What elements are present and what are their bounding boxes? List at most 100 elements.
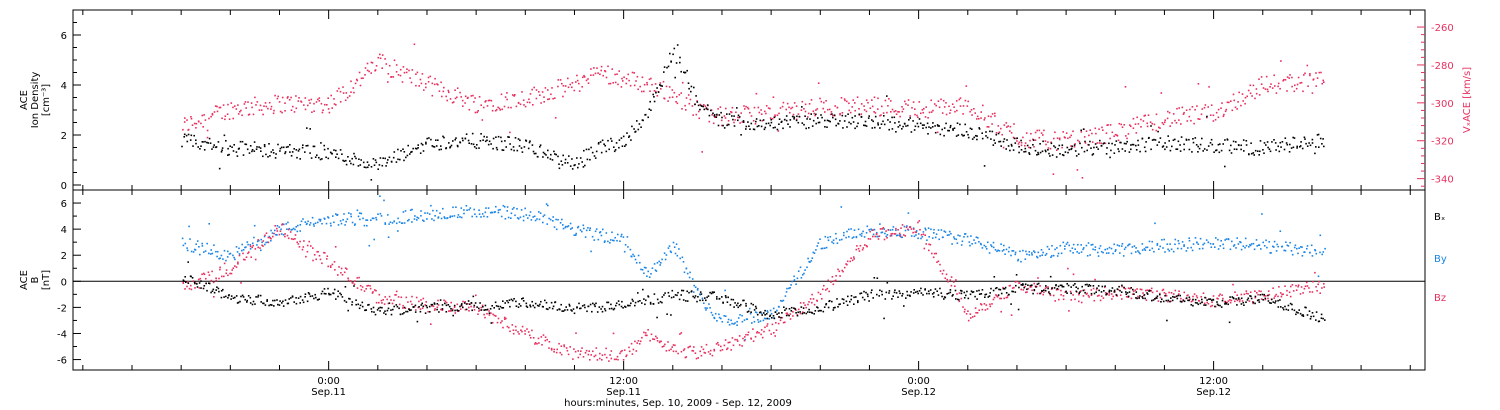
data-point-by: [616, 239, 618, 242]
data-point-bz: [969, 313, 972, 315]
data-point-bz: [965, 313, 968, 315]
data-point-bz: [942, 269, 945, 272]
data-point-bx: [1056, 288, 1059, 290]
data-point-bx: [1126, 292, 1129, 294]
data-point-ion-density: [1235, 141, 1237, 143]
data-point-by: [935, 233, 938, 235]
data-point-by: [1268, 241, 1270, 243]
data-point-ion-density: [1250, 152, 1253, 155]
data-point-ion-density: [973, 136, 975, 139]
data-point-bz: [459, 308, 462, 310]
data-point-ion-density: [804, 115, 806, 117]
data-point-ion-density: [710, 109, 712, 112]
data-point-vx: [252, 113, 255, 116]
data-point-bz: [851, 259, 854, 262]
data-point-by: [222, 258, 224, 260]
x-tick-label-date: Sep.12: [901, 387, 936, 398]
data-point-by: [247, 243, 249, 246]
data-point-vx: [772, 96, 775, 98]
data-point-bz: [612, 332, 615, 335]
data-point-bz: [727, 341, 730, 344]
data-point-bz: [736, 338, 738, 341]
data-point-bx: [279, 300, 281, 302]
data-point-ion-density: [1258, 154, 1260, 156]
data-point-vx: [865, 110, 868, 113]
data-point-vx: [608, 82, 610, 85]
data-point-by: [800, 277, 803, 279]
data-point-bx: [808, 308, 810, 311]
data-point-bz: [766, 325, 768, 327]
data-point-bz: [432, 305, 435, 308]
data-point-vx: [928, 111, 931, 114]
data-point-vx: [891, 108, 894, 111]
data-point-bx: [345, 301, 348, 303]
data-point-ion-density: [774, 126, 776, 129]
data-point-bx: [416, 320, 419, 323]
data-point-vx: [310, 98, 313, 101]
bottom-left-tick-label: -4: [57, 329, 67, 340]
data-point-by: [1199, 237, 1202, 240]
data-point-bz: [515, 329, 517, 332]
data-point-vx: [758, 111, 761, 114]
data-point-bx: [805, 312, 808, 315]
data-point-bz: [709, 349, 712, 352]
data-point-vx: [259, 104, 262, 107]
data-point-bz: [839, 275, 841, 277]
data-point-bz: [502, 326, 504, 329]
data-point-bx: [1139, 295, 1141, 297]
data-point-by: [839, 239, 841, 241]
data-point-bx: [373, 311, 375, 313]
data-point-bx: [1113, 291, 1116, 293]
data-point-by: [234, 258, 236, 261]
data-point-vx: [1260, 76, 1263, 78]
data-point-bz: [531, 329, 533, 332]
data-point-vx: [839, 112, 841, 115]
data-point-ion-density: [978, 127, 980, 129]
data-point-bz: [745, 333, 747, 336]
data-point-bz: [1025, 291, 1027, 294]
data-point-vx: [641, 90, 643, 93]
data-point-bx: [287, 302, 290, 305]
data-point-by: [449, 216, 451, 219]
data-point-bx: [1312, 315, 1315, 318]
data-point-by: [1041, 254, 1043, 256]
data-point-ion-density: [1252, 152, 1255, 154]
data-point-ion-density: [249, 145, 252, 147]
data-point-ion-density: [1130, 144, 1132, 146]
data-point-ion-density: [947, 129, 949, 132]
data-point-bz: [643, 331, 645, 334]
data-point-vx: [1024, 142, 1027, 144]
data-point-by: [337, 224, 340, 226]
data-point-vx: [650, 77, 652, 80]
data-point-bx: [479, 302, 481, 304]
data-point-bx: [1142, 297, 1144, 300]
data-point-by: [1089, 254, 1091, 256]
data-point-bz: [850, 257, 852, 259]
data-point-vx: [543, 96, 545, 98]
data-point-by: [242, 249, 245, 251]
data-point-bx: [1146, 292, 1148, 294]
data-point-vx: [1130, 125, 1132, 128]
data-point-vx: [1100, 142, 1102, 145]
data-point-by: [1217, 238, 1219, 241]
data-point-bx: [1023, 286, 1025, 289]
data-point-bz: [1174, 289, 1177, 292]
data-point-vx: [1161, 122, 1164, 124]
data-point-bz: [1252, 302, 1254, 305]
data-point-bx: [929, 289, 932, 291]
data-point-by: [673, 246, 676, 248]
data-point-bx: [773, 317, 776, 320]
data-point-vx: [1186, 120, 1189, 122]
data-point-vx: [270, 105, 273, 108]
data-point-bz: [760, 333, 762, 336]
data-point-bx: [1029, 284, 1032, 287]
data-point-vx: [899, 115, 901, 118]
data-point-bx: [895, 292, 898, 294]
data-point-bx: [763, 312, 765, 314]
data-point-vx: [936, 131, 939, 134]
data-point-by: [823, 247, 826, 249]
data-point-bz: [821, 298, 823, 300]
data-point-ion-density: [1095, 146, 1098, 148]
data-point-bz: [1018, 282, 1021, 284]
data-point-bz: [862, 247, 865, 249]
